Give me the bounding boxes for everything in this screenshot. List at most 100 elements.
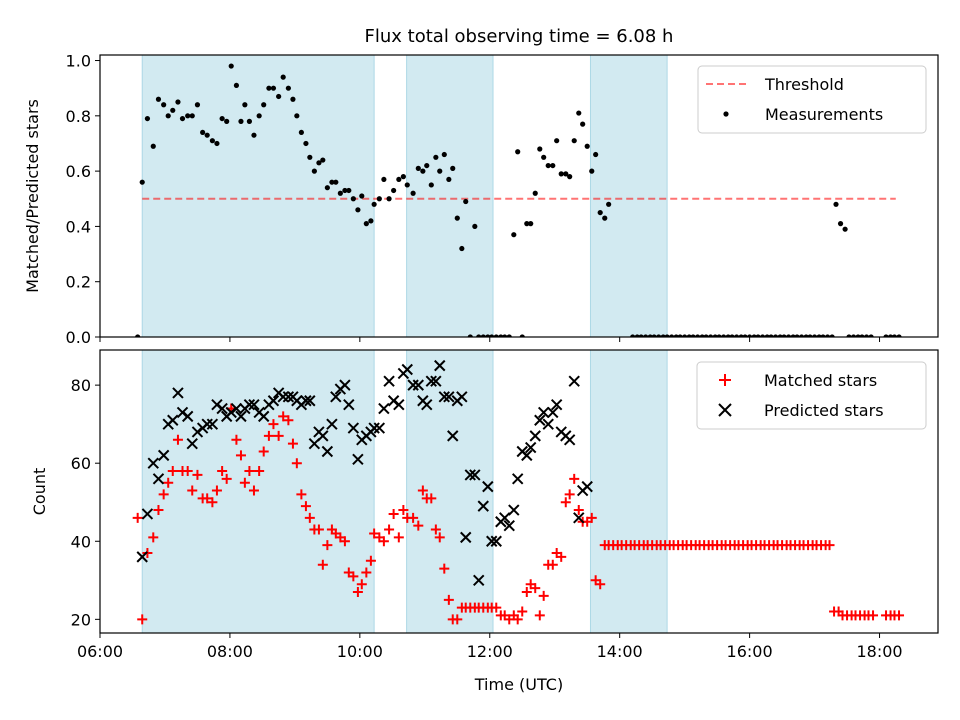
x-tick-label: 14:00 bbox=[597, 642, 643, 661]
measurements-point-99 bbox=[584, 143, 590, 149]
matched-stars-point-10 bbox=[182, 466, 193, 477]
measurements-point-142 bbox=[790, 334, 796, 337]
measurements-point-50 bbox=[368, 218, 374, 224]
ratio-y-tick-label: 1.0 bbox=[66, 52, 91, 71]
matched-stars-point-51 bbox=[369, 528, 380, 539]
predicted-stars-point-3 bbox=[152, 473, 165, 485]
matched-stars-point-17 bbox=[217, 466, 228, 477]
predicted-stars-point-62 bbox=[425, 375, 438, 387]
predicted-stars-point-40 bbox=[326, 418, 338, 430]
measurements-point-89 bbox=[541, 154, 547, 160]
measurements-point-2 bbox=[144, 115, 151, 122]
predicted-stars-point-34 bbox=[300, 395, 312, 407]
legend-matched-swatch bbox=[719, 374, 731, 386]
measurements-point-14 bbox=[204, 132, 210, 138]
predicted-stars-point-95 bbox=[568, 375, 580, 387]
measurements-point-65 bbox=[437, 168, 443, 174]
matched-stars-point-27 bbox=[263, 430, 274, 441]
matched-stars-point-66 bbox=[439, 563, 450, 574]
measurements-point-84 bbox=[519, 334, 525, 337]
measurements-point-100 bbox=[589, 168, 595, 174]
matched-stars-point-55 bbox=[388, 508, 399, 519]
measurements-point-23 bbox=[246, 118, 253, 124]
measurements-point-6 bbox=[165, 113, 171, 119]
measurements-point-158 bbox=[859, 334, 865, 337]
measurements-point-66 bbox=[441, 151, 447, 158]
legend-label: Threshold bbox=[764, 75, 844, 94]
measurements-point-22 bbox=[242, 102, 248, 108]
measurements-point-135 bbox=[760, 334, 766, 337]
measurements-point-103 bbox=[602, 215, 608, 221]
measurements-point-96 bbox=[571, 138, 577, 144]
measurements-point-143 bbox=[794, 334, 800, 337]
predicted-stars-point-85 bbox=[524, 441, 537, 454]
matched-stars-point-30 bbox=[278, 411, 289, 422]
measurements-point-40 bbox=[324, 185, 330, 191]
predicted-stars-point-39 bbox=[321, 445, 334, 458]
measurements-point-3 bbox=[150, 143, 156, 149]
matched-stars-point-5 bbox=[158, 489, 169, 500]
measurements-point-36 bbox=[307, 154, 313, 160]
measurements-point-104 bbox=[606, 201, 612, 207]
measurements-point-139 bbox=[777, 334, 783, 337]
shaded-interval-1 bbox=[141, 54, 375, 338]
measurements-point-73 bbox=[472, 223, 478, 230]
measurements-point-98 bbox=[580, 121, 586, 127]
measurements-point-5 bbox=[161, 102, 167, 108]
predicted-stars-point-71 bbox=[464, 469, 476, 481]
measurements-point-123 bbox=[708, 334, 714, 337]
predicted-stars-point-70 bbox=[460, 531, 472, 544]
measurements-point-138 bbox=[772, 334, 779, 337]
matched-stars-point-1 bbox=[137, 614, 148, 625]
measurements-point-34 bbox=[298, 129, 304, 136]
measurements-point-19 bbox=[228, 63, 234, 69]
measurements-point-132 bbox=[747, 334, 753, 337]
measurements-point-155 bbox=[846, 334, 852, 337]
measurements-point-55 bbox=[391, 187, 397, 194]
predicted-stars-point-86 bbox=[529, 430, 541, 442]
predicted-stars-point-57 bbox=[401, 363, 413, 376]
measurements-point-146 bbox=[807, 334, 813, 337]
predicted-stars-point-46 bbox=[352, 453, 364, 466]
measurements-point-10 bbox=[185, 113, 191, 119]
measurements-point-29 bbox=[276, 93, 282, 100]
matched-stars-point-39 bbox=[317, 559, 328, 570]
predicted-stars-point-19 bbox=[230, 402, 243, 415]
shaded-interval-3 bbox=[589, 349, 668, 634]
measurements-point-118 bbox=[686, 334, 692, 337]
ratio-legend bbox=[697, 65, 927, 134]
predicted-stars-point-52 bbox=[378, 402, 390, 415]
matched-stars-point-38 bbox=[313, 524, 324, 535]
matched-stars-point-53 bbox=[378, 536, 389, 547]
matched-stars-point-29 bbox=[273, 430, 284, 441]
matched-stars-point-12 bbox=[192, 469, 203, 480]
measurements-point-67 bbox=[446, 176, 452, 183]
measurements-point-126 bbox=[721, 334, 727, 337]
measurements-point-69 bbox=[454, 215, 460, 221]
predicted-stars-point-59 bbox=[412, 379, 425, 391]
x-tick-label: 18:00 bbox=[856, 642, 902, 661]
measurements-point-120 bbox=[695, 334, 701, 337]
measurements-point-77 bbox=[489, 334, 495, 337]
measurements-point-39 bbox=[320, 157, 326, 163]
measurements-point-162 bbox=[887, 334, 894, 337]
measurements-point-124 bbox=[712, 334, 718, 337]
predicted-stars-point-88 bbox=[537, 406, 550, 419]
measurements-point-45 bbox=[346, 187, 352, 194]
measurements-point-56 bbox=[396, 176, 402, 183]
measurements-point-18 bbox=[224, 118, 230, 124]
matched-stars-point-31 bbox=[283, 415, 294, 426]
matched-stars-point-61 bbox=[417, 485, 428, 496]
measurements-point-53 bbox=[381, 176, 387, 183]
predicted-stars-point-82 bbox=[511, 473, 524, 485]
predicted-stars-point-66 bbox=[443, 391, 455, 403]
matched-stars-point-93 bbox=[556, 551, 567, 562]
matched-stars-point-64 bbox=[430, 524, 441, 535]
x-tick-label: 06:00 bbox=[77, 642, 123, 661]
measurements-point-153 bbox=[837, 221, 844, 227]
measurements-point-74 bbox=[476, 334, 482, 337]
matched-stars-point-57 bbox=[398, 505, 409, 516]
matched-stars-point-36 bbox=[304, 512, 315, 523]
measurements-point-129 bbox=[734, 334, 740, 337]
counts-y-axis-label: Count bbox=[30, 468, 49, 516]
